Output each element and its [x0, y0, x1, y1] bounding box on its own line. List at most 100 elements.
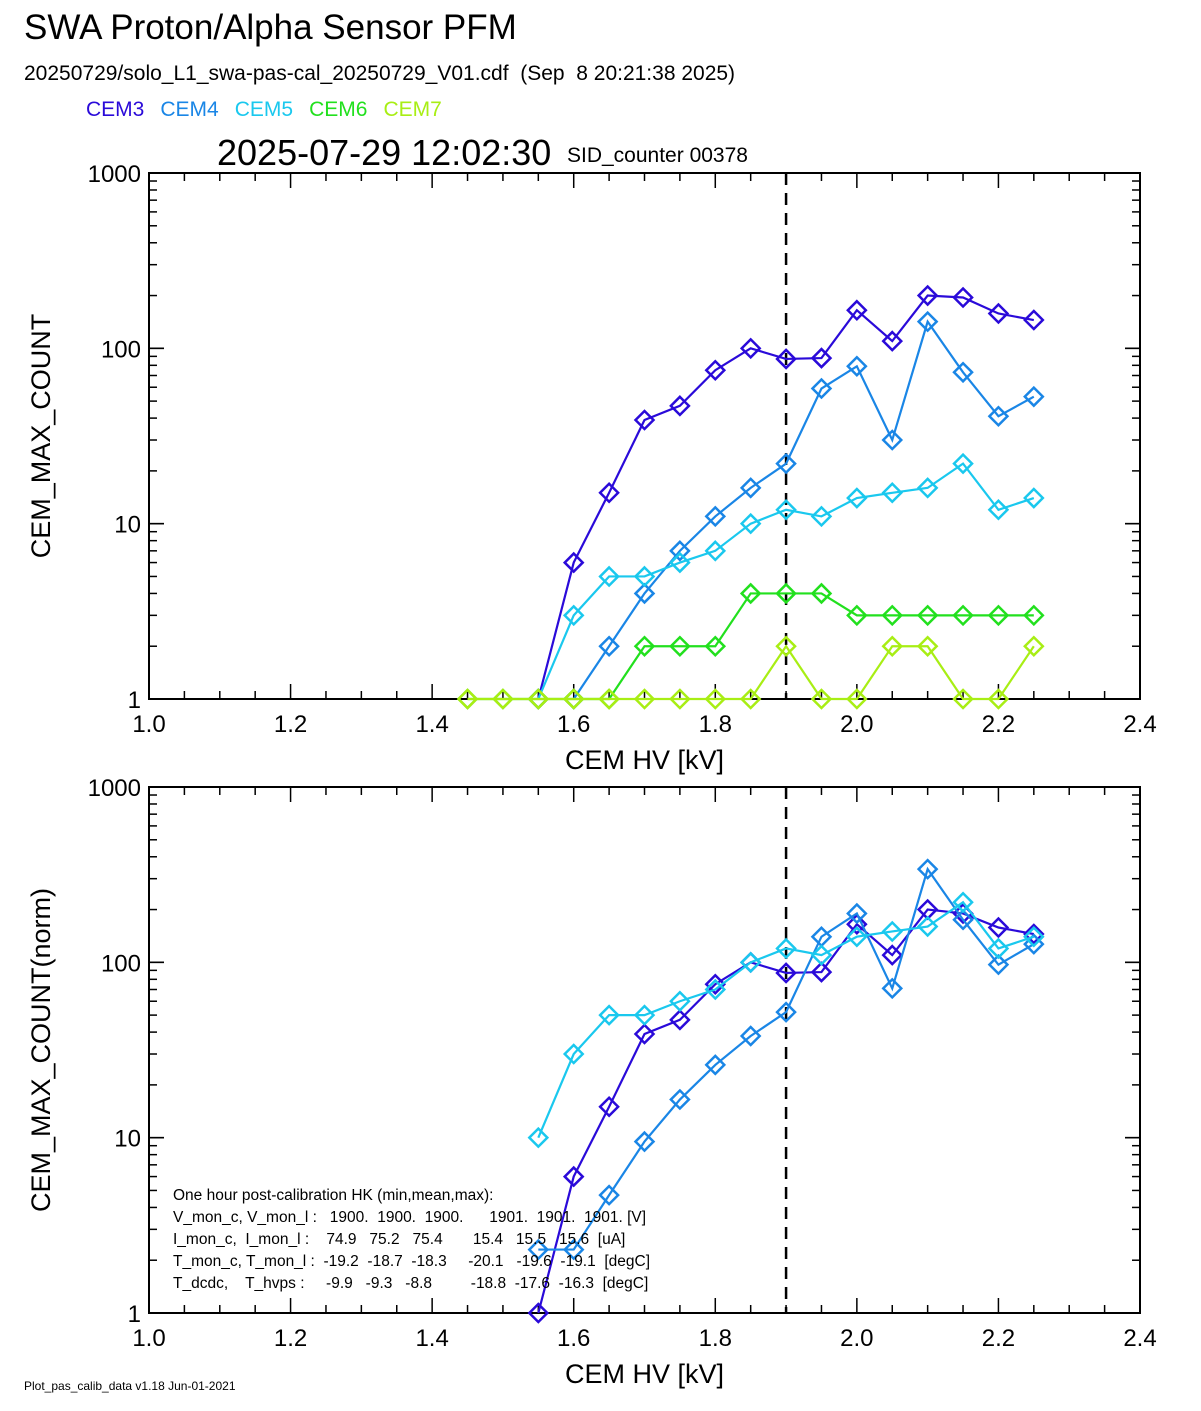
series-line — [572, 319, 1035, 700]
data-point — [846, 355, 868, 378]
data-point — [598, 482, 620, 504]
data-point — [810, 582, 833, 605]
series-line — [537, 908, 1035, 1314]
data-point — [916, 477, 939, 499]
hk-row: T_dcdc, T_hvps : -9.9 -9.3 -8.8 -18.8 -1… — [173, 1275, 648, 1292]
series-cem5 — [527, 891, 1045, 1149]
data-point — [881, 635, 904, 657]
series-line — [537, 900, 1035, 1139]
data-point — [846, 925, 868, 948]
x-tick-label: 2.0 — [840, 1325, 873, 1352]
data-point — [704, 635, 727, 657]
data-point — [881, 977, 904, 1000]
data-point — [704, 505, 727, 528]
data-point — [739, 688, 762, 710]
hk-title: One hour post-calibration HK (min,mean,m… — [173, 1187, 493, 1204]
data-point — [669, 688, 691, 710]
x-tick-label: 1.8 — [699, 1325, 732, 1352]
series-line — [537, 462, 1035, 700]
data-point — [987, 688, 1010, 710]
data-point — [916, 858, 939, 880]
data-point — [739, 951, 762, 974]
data-point — [704, 359, 727, 382]
data-point — [916, 915, 939, 938]
data-point — [527, 1302, 550, 1324]
y-tick-label: 1000 — [88, 161, 141, 188]
data-point — [633, 1004, 656, 1026]
data-point — [881, 944, 904, 966]
data-point — [704, 1054, 727, 1076]
timestamp: 2025-07-29 12:02:30 — [217, 132, 552, 173]
data-point — [987, 405, 1010, 427]
data-point — [739, 582, 762, 605]
y-tick-label: 100 — [101, 950, 141, 977]
hk-row: I_mon_c, I_mon_l : 74.9 75.2 75.4 15.4 1… — [173, 1231, 625, 1248]
data-point — [669, 990, 691, 1012]
data-point — [810, 944, 833, 966]
sid-counter: SID_counter 00378 — [567, 144, 748, 167]
x-tick-label: 2.4 — [1123, 1325, 1156, 1352]
data-point — [1023, 635, 1045, 657]
data-point — [775, 635, 797, 657]
data-point — [810, 961, 833, 983]
data-point — [952, 891, 974, 914]
x-tick-label: 1.8 — [699, 711, 732, 738]
data-point — [881, 920, 904, 943]
data-point — [669, 1088, 691, 1111]
data-point — [456, 688, 479, 710]
data-point — [633, 565, 656, 588]
data-point — [987, 937, 1010, 960]
chart-bottom: 1.0 1.2 1.4 1.6 1.8 2.0 2.2 2.4 1 10 100 1000 CEM HV… — [26, 775, 1157, 1389]
x-tick-label: 1.0 — [132, 1325, 165, 1352]
footer-version: Plot_pas_calib_data v1.18 Jun-01-2021 — [24, 1379, 236, 1393]
data-point — [846, 299, 868, 321]
data-point — [846, 688, 868, 710]
plot-frame — [148, 172, 1141, 700]
data-point — [669, 1009, 691, 1031]
data-point — [952, 286, 974, 309]
legend-entry-cem6: CEM6 — [309, 98, 368, 121]
data-point — [775, 582, 797, 605]
legend-entry-cem7: CEM7 — [383, 98, 442, 121]
data-point — [739, 477, 762, 499]
data-point — [916, 604, 939, 627]
y-axis-title: CEM_MAX_COUNT — [26, 314, 56, 559]
data-point — [1023, 487, 1045, 509]
data-point — [881, 330, 904, 352]
data-point — [810, 347, 833, 369]
data-point — [633, 582, 656, 605]
y-tick-label: 10 — [114, 512, 141, 539]
legend: CEM3 CEM4 CEM5 CEM6 CEM7 — [86, 98, 458, 122]
data-point — [633, 409, 656, 431]
file-name-line: 20250729/solo_L1_swa-pas-cal_20250729_V0… — [24, 62, 736, 85]
data-point — [598, 1004, 620, 1026]
data-point — [987, 302, 1010, 325]
data-point — [1023, 923, 1045, 945]
chart-top: 1.0 1.2 1.4 1.6 1.8 2.0 2.2 2.4 1 10 100 1000 CEM HV… — [26, 161, 1157, 775]
data-point — [633, 1023, 656, 1045]
data-point — [633, 1130, 656, 1153]
data-point — [633, 688, 656, 710]
data-point — [562, 1238, 585, 1261]
hk-row: T_mon_c, T_mon_l : -19.2 -18.7 -18.3 -20… — [173, 1253, 650, 1270]
data-point — [881, 604, 904, 627]
data-point — [881, 482, 904, 504]
data-point — [775, 452, 797, 475]
hk-annotation: One hour post-calibration HK (min,mean,m… — [173, 1187, 650, 1292]
y-tick-label: 100 — [101, 336, 141, 363]
data-point — [775, 937, 797, 960]
data-point — [987, 953, 1010, 976]
data-point — [952, 452, 974, 475]
data-point — [704, 978, 727, 1001]
data-point — [1023, 309, 1045, 331]
page-title: SWA Proton/Alpha Sensor PFM — [24, 8, 517, 47]
data-point — [952, 908, 974, 931]
data-point — [562, 688, 585, 710]
data-point — [916, 635, 939, 657]
data-point — [775, 348, 797, 370]
data-point — [846, 913, 868, 935]
data-point — [846, 487, 868, 509]
x-tick-label: 1.4 — [415, 711, 448, 738]
legend-entry-cem5: CEM5 — [234, 98, 294, 121]
